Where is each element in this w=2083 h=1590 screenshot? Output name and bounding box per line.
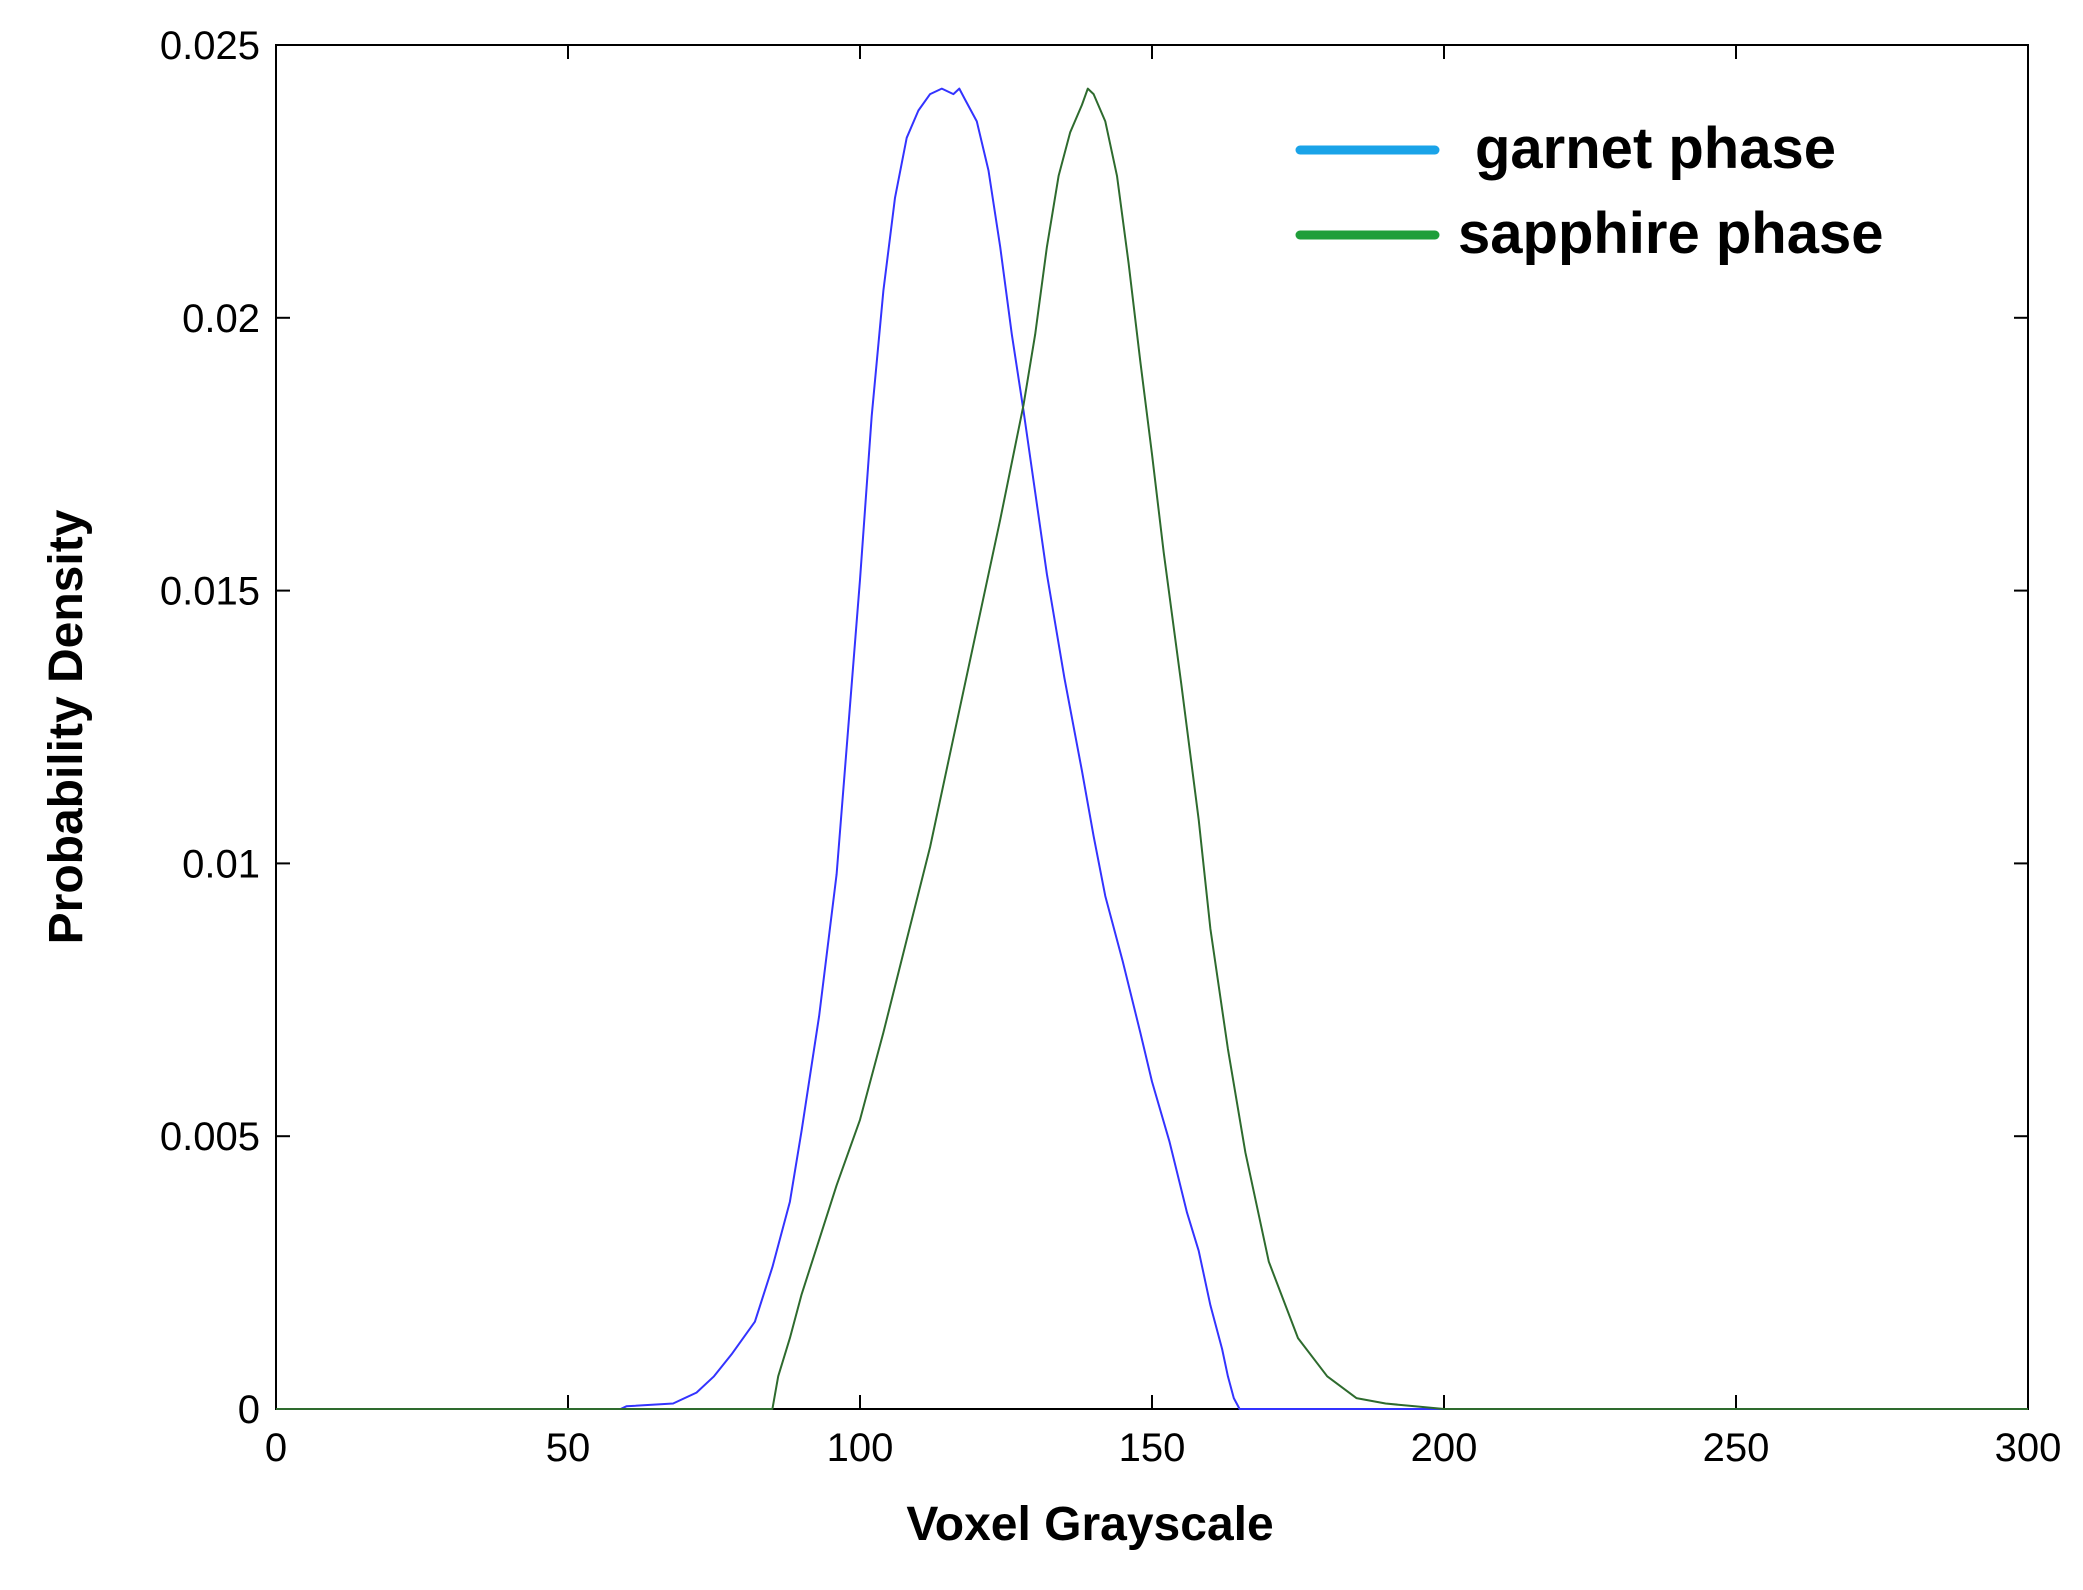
y-tick-label: 0.005	[160, 1115, 260, 1159]
x-axis-title: Voxel Grayscale	[906, 1498, 1273, 1551]
x-tick-labels: 0 50 100 150 200 250 300	[265, 1426, 2062, 1470]
x-tick-label: 250	[1703, 1426, 1770, 1470]
x-tick-label: 200	[1411, 1426, 1478, 1470]
x-tick-label: 50	[546, 1426, 591, 1470]
legend-label-sapphire-phase: sapphire phase	[1458, 201, 1883, 266]
plot-area	[275, 44, 2029, 1410]
y-tick-label: 0.025	[160, 24, 260, 68]
legend-label-garnet-phase: garnet phase	[1475, 116, 1836, 181]
tick-marks	[275, 44, 2029, 1410]
y-tick-label: 0.02	[182, 297, 260, 341]
series-layer	[276, 87, 2028, 1410]
series-line-sapphire-phase	[276, 87, 2028, 1410]
y-axis-title: Probability Density	[40, 509, 93, 944]
y-tick-labels: 0 0.005 0.01 0.015 0.02 0.025	[160, 24, 260, 1432]
y-tick-label: 0	[238, 1388, 260, 1432]
legend: garnet phase sapphire phase	[1295, 116, 1883, 266]
x-tick-label: 100	[827, 1426, 894, 1470]
y-tick-label: 0.015	[160, 570, 260, 614]
x-tick-label: 300	[1995, 1426, 2062, 1470]
series-line-garnet-phase	[276, 87, 1444, 1410]
x-tick-label: 150	[1119, 1426, 1186, 1470]
y-tick-label: 0.01	[182, 842, 260, 886]
x-tick-label: 0	[265, 1426, 287, 1470]
